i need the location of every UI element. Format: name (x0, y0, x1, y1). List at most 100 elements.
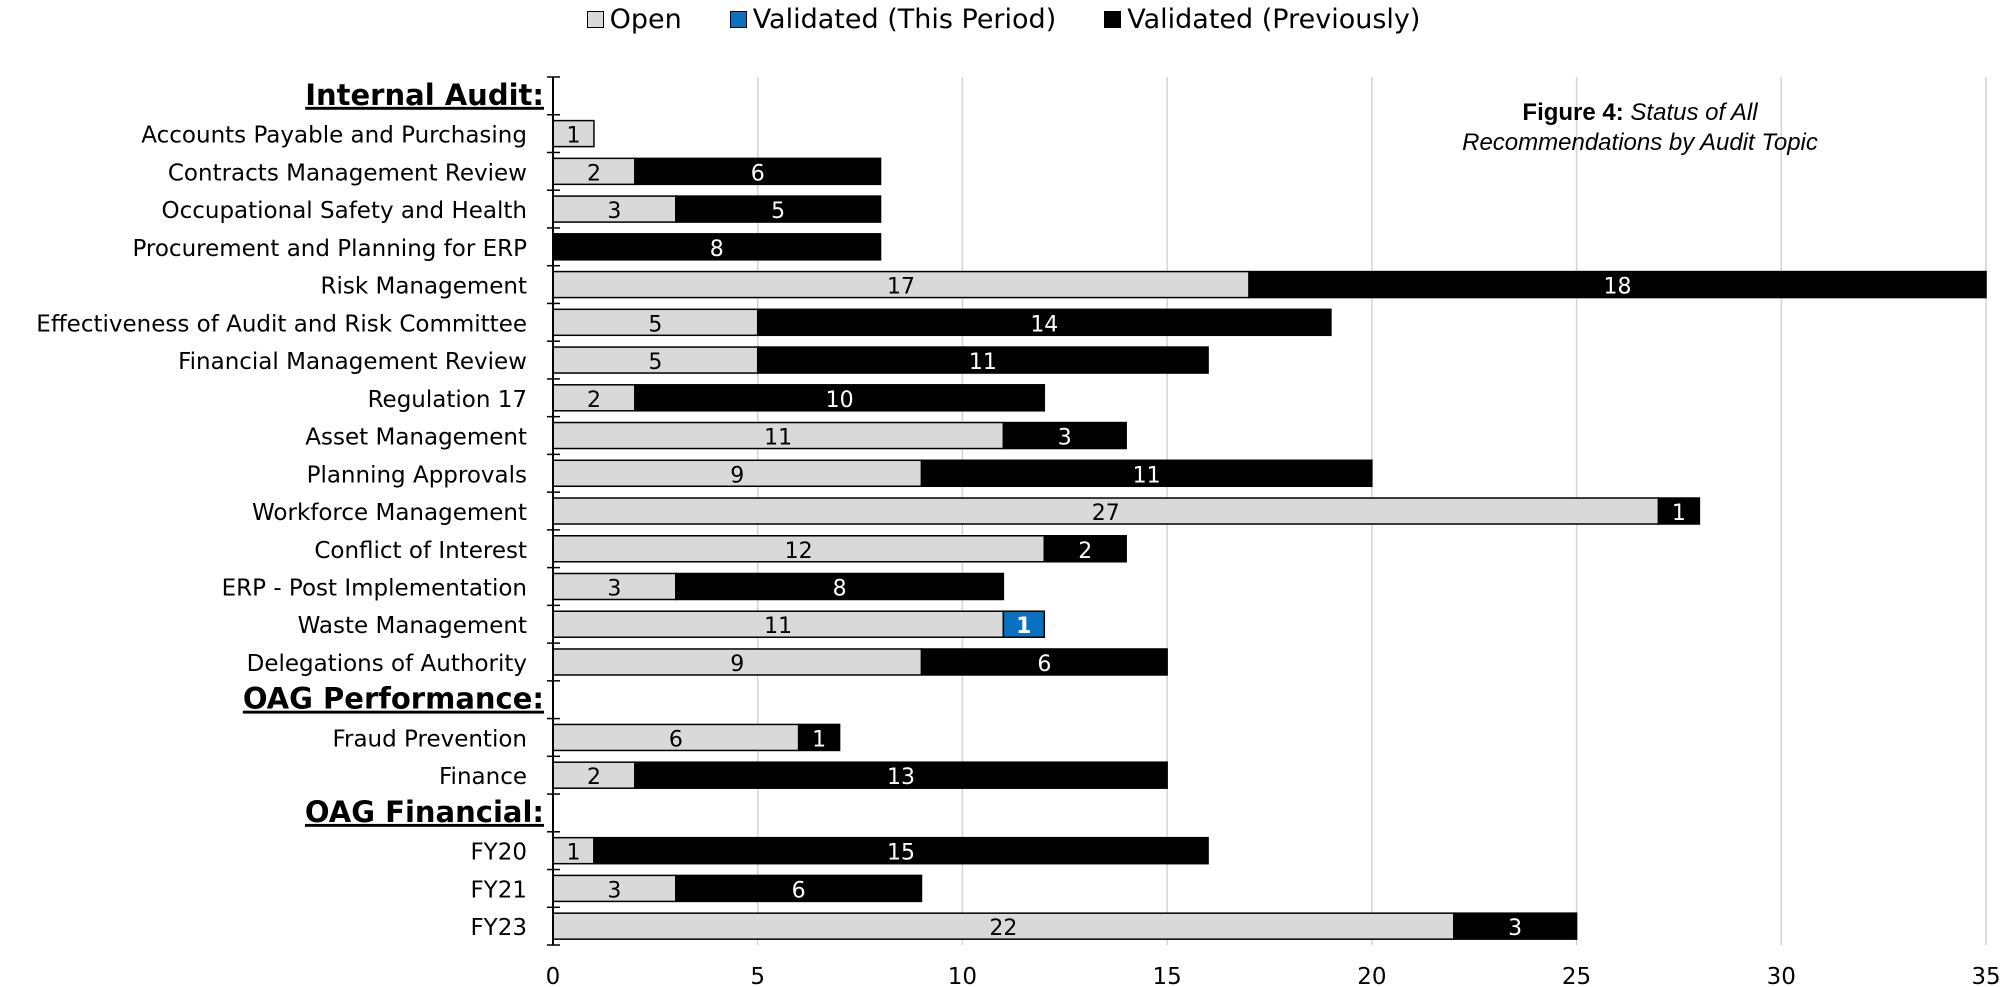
data-label: 10 (826, 388, 854, 413)
data-label: 9 (730, 463, 744, 488)
data-label: 15 (887, 841, 915, 866)
data-label: 2 (587, 161, 601, 186)
bar-segment (675, 572, 1005, 601)
caption-title-line1: Status of All (1630, 99, 1758, 126)
bar-segment (1002, 610, 1046, 638)
category-label: Accounts Payable and Purchasing (141, 123, 527, 149)
bar-segment (1452, 912, 1578, 940)
bar-segment (552, 421, 1005, 450)
data-label: 1 (1672, 501, 1686, 526)
data-label: 12 (785, 539, 813, 564)
bar-segment (1657, 497, 1701, 525)
legend-label: Validated (This Period) (752, 4, 1057, 35)
bar-segment (920, 648, 1168, 676)
category-label: ERP - Post Implementation (222, 575, 527, 601)
data-label: 11 (969, 350, 997, 375)
bar-segment (634, 761, 1168, 789)
bar-segment (675, 195, 882, 223)
data-label: 8 (833, 576, 847, 601)
data-label: 18 (1604, 275, 1632, 300)
figure-caption: Figure 4: Status of All Recommendations … (1380, 98, 1900, 158)
data-label: 2 (587, 765, 601, 790)
data-label: 1 (812, 727, 826, 752)
legend-swatch (729, 11, 747, 28)
x-tick-label: 10 (948, 964, 977, 987)
data-label: 6 (1037, 652, 1051, 677)
category-label: Planning Approvals (307, 462, 527, 488)
data-label: 5 (648, 350, 662, 375)
category-label: Procurement and Planning for ERP (132, 236, 527, 262)
data-label: 27 (1092, 501, 1120, 526)
data-label: 11 (764, 426, 792, 451)
caption-figure-number: Figure 4: (1522, 99, 1624, 126)
data-label: 22 (989, 916, 1017, 941)
category-label: Waste Management (298, 613, 527, 639)
data-label: 6 (751, 161, 765, 186)
bar-segment (552, 912, 1455, 940)
bar-segment (634, 384, 1046, 412)
data-label: 3 (607, 576, 621, 601)
data-label: 9 (730, 652, 744, 677)
legend-item: Open (586, 4, 682, 35)
category-label: Delegations of Authority (247, 651, 527, 677)
legend-label: Open (609, 4, 682, 35)
bar-segment (1002, 421, 1127, 450)
x-tick-label: 25 (1562, 964, 1591, 987)
category-label: Effectiveness of Audit and Risk Committe… (36, 311, 527, 337)
section-header: OAG Financial: (305, 795, 544, 829)
bar-segment (552, 497, 1660, 525)
data-label: 6 (792, 878, 806, 903)
bar-segment (593, 836, 1209, 865)
category-label: Asset Management (305, 425, 527, 451)
data-label: 2 (1078, 539, 1092, 564)
section-header: Internal Audit: (305, 78, 544, 112)
legend-label: Validated (Previously) (1127, 4, 1421, 35)
data-label: 8 (710, 237, 724, 262)
data-label: 11 (764, 614, 792, 639)
bar-segment (1043, 535, 1127, 563)
bar-segment (552, 308, 759, 337)
legend-item: Validated (This Period) (729, 4, 1057, 35)
data-label: 3 (1058, 426, 1072, 451)
x-tick-label: 30 (1767, 964, 1796, 987)
data-label: 13 (887, 765, 915, 790)
legend-swatch (1104, 11, 1122, 28)
category-label: Fraud Prevention (332, 726, 527, 752)
data-label: 1 (566, 841, 580, 866)
x-tick-label: 0 (546, 964, 561, 987)
legend: Open Validated (This Period) Validated (Pr… (0, 4, 2007, 35)
bar-segment (920, 459, 1373, 488)
category-label: Workforce Management (252, 500, 527, 526)
category-label: Contracts Management Review (168, 160, 527, 186)
bar-segment (797, 723, 841, 752)
category-label: FY20 (470, 840, 527, 866)
category-label: Financial Management Review (178, 349, 527, 375)
caption-title-line2: Recommendations by Audit Topic (1462, 129, 1818, 156)
x-tick-label: 15 (1153, 964, 1182, 987)
data-label: 5 (771, 199, 785, 224)
category-label: FY21 (470, 877, 527, 903)
data-label: 2 (587, 388, 601, 413)
bar-segment (552, 233, 882, 261)
legend-item: Validated (Previously) (1104, 4, 1420, 35)
category-label: Conflict of Interest (314, 538, 527, 564)
data-label: 17 (887, 275, 915, 300)
category-label: Occupational Safety and Health (161, 198, 527, 224)
data-label: 3 (607, 199, 621, 224)
bar-segment (634, 157, 882, 186)
bar-segment (552, 874, 677, 903)
bar-segment (756, 346, 1209, 374)
bar-segment (1248, 270, 1987, 299)
bar-segment (675, 874, 923, 903)
bar-segment (552, 270, 1250, 299)
x-tick-label: 20 (1357, 964, 1386, 987)
legend-swatch (586, 11, 604, 28)
data-label: 1 (566, 124, 580, 149)
x-tick-label: 5 (750, 964, 765, 987)
data-label: 14 (1030, 312, 1058, 337)
data-label: 1 (1016, 614, 1031, 639)
category-label: Risk Management (321, 274, 528, 300)
section-header: OAG Performance: (243, 682, 544, 716)
data-label: 11 (1133, 463, 1161, 488)
